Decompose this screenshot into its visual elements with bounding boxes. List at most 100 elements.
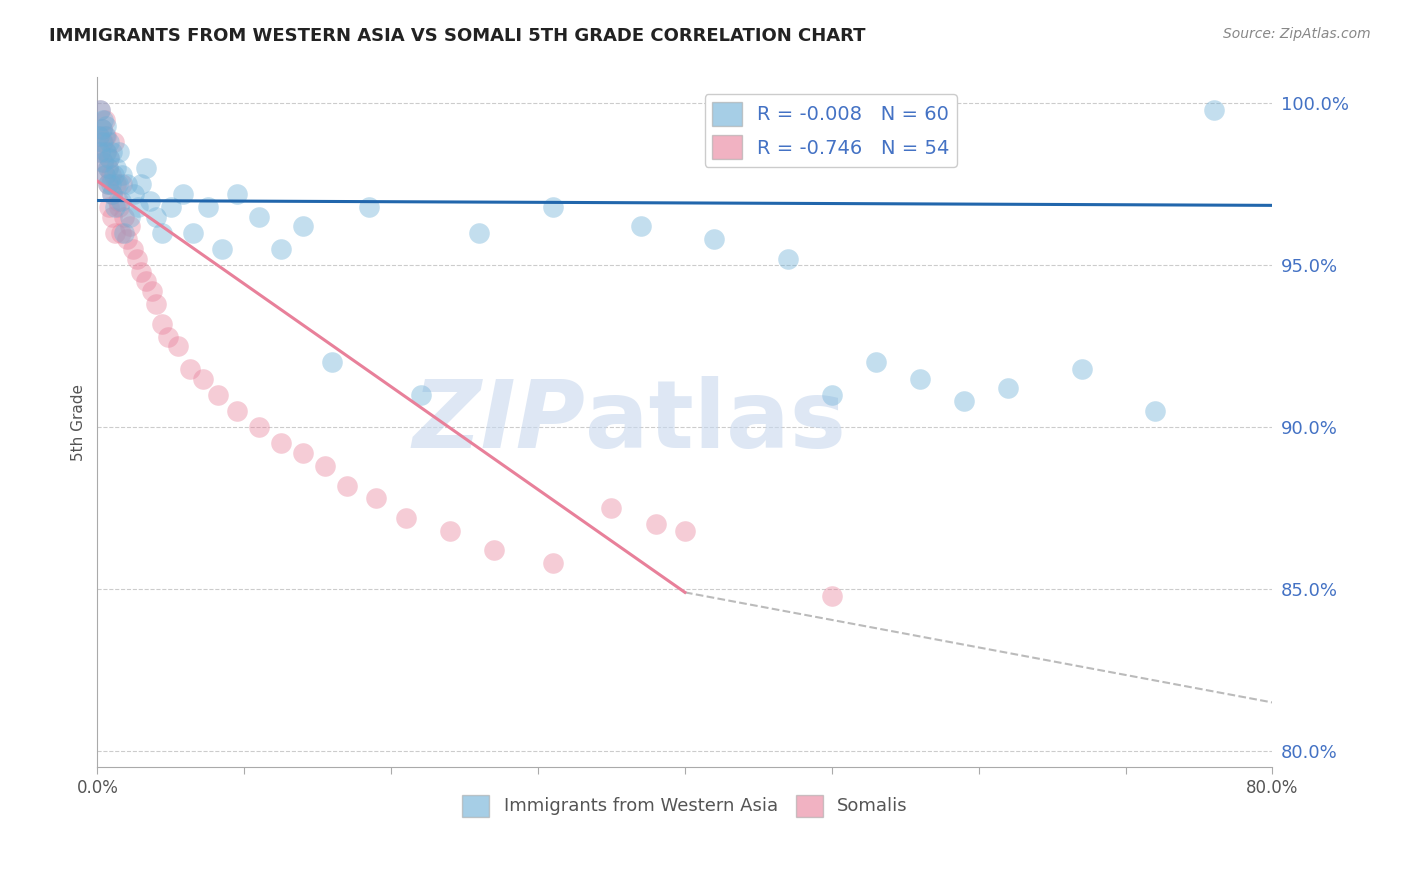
Point (125, 252, 148, 266)
Point (150, 317, 173, 331)
Point (107, 194, 129, 208)
Point (112, 210, 135, 224)
Point (91, 112, 114, 127)
Legend: Immigrants from Western Asia, Somalis: Immigrants from Western Asia, Somalis (454, 788, 915, 824)
Point (181, 226, 204, 240)
Point (87, 128, 110, 143)
Point (110, 226, 132, 240)
Point (321, 355, 343, 369)
Point (997, 381, 1019, 395)
Point (98, 152, 121, 166)
Point (179, 362, 201, 376)
Point (115, 178, 138, 192)
Text: ZIP: ZIP (412, 376, 585, 468)
Point (908, 371, 931, 385)
Point (118, 210, 141, 224)
Point (600, 501, 623, 516)
Point (127, 200, 149, 214)
Point (207, 388, 229, 402)
Point (90, 122, 112, 136)
Point (97, 178, 120, 192)
Point (93, 112, 115, 127)
Point (225, 404, 247, 418)
Point (776, 252, 799, 266)
Point (336, 478, 359, 492)
Point (96, 128, 118, 143)
Point (359, 200, 381, 214)
Point (101, 145, 124, 159)
Point (89, 103, 111, 117)
Point (91, 154, 114, 169)
Point (91, 154, 114, 169)
Point (101, 187, 124, 202)
Point (145, 210, 167, 224)
Point (108, 145, 131, 159)
Point (93, 128, 115, 143)
Point (150, 226, 173, 240)
Point (93, 168, 115, 182)
Point (91, 135, 114, 149)
Y-axis label: 5th Grade: 5th Grade (72, 384, 86, 461)
Point (1143, 404, 1166, 418)
Point (197, 200, 219, 214)
Point (439, 524, 461, 538)
Point (93, 168, 115, 182)
Point (821, 589, 844, 603)
Point (270, 242, 292, 256)
Point (112, 226, 135, 240)
Point (1202, 103, 1225, 117)
Point (145, 297, 167, 311)
Point (953, 394, 976, 409)
Point (1070, 362, 1092, 376)
Point (673, 524, 696, 538)
Point (247, 420, 270, 434)
Point (395, 511, 418, 525)
Point (156, 329, 179, 343)
Point (104, 226, 127, 240)
Point (172, 187, 194, 202)
Point (314, 458, 336, 473)
Point (103, 168, 125, 182)
Point (103, 135, 125, 149)
Point (292, 446, 315, 460)
Point (97, 161, 120, 175)
Point (135, 161, 157, 175)
Point (108, 200, 131, 214)
Point (96, 145, 118, 159)
Point (100, 168, 122, 182)
Point (821, 388, 844, 402)
Point (409, 388, 432, 402)
Point (135, 275, 157, 289)
Point (89, 145, 111, 159)
Point (247, 210, 270, 224)
Point (90, 135, 112, 149)
Point (101, 187, 124, 202)
Point (366, 491, 388, 506)
Point (111, 178, 134, 192)
Point (97, 161, 120, 175)
Text: IMMIGRANTS FROM WESTERN ASIA VS SOMALI 5TH GRADE CORRELATION CHART: IMMIGRANTS FROM WESTERN ASIA VS SOMALI 5… (49, 27, 866, 45)
Point (98, 135, 121, 149)
Point (482, 543, 505, 558)
Point (211, 242, 233, 256)
Point (98, 152, 121, 166)
Point (97, 178, 120, 192)
Point (167, 339, 190, 353)
Point (98, 200, 121, 214)
Point (90, 122, 112, 136)
Point (703, 232, 725, 246)
Point (141, 284, 163, 298)
Text: atlas: atlas (585, 376, 846, 468)
Point (225, 187, 247, 202)
Point (541, 556, 564, 570)
Point (644, 517, 666, 532)
Point (121, 242, 143, 256)
Text: Source: ZipAtlas.com: Source: ZipAtlas.com (1223, 27, 1371, 41)
Point (541, 200, 564, 214)
Point (118, 219, 141, 234)
Point (292, 219, 315, 234)
Point (630, 219, 652, 234)
Point (89, 103, 111, 117)
Point (131, 178, 153, 192)
Point (100, 178, 122, 192)
